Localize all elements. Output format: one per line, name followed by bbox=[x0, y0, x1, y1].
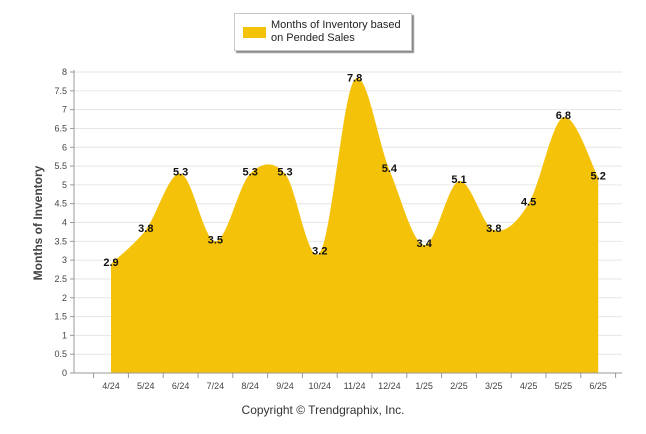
y-tick-label: 3.5 bbox=[54, 236, 67, 246]
data-label: 6.8 bbox=[556, 110, 571, 122]
x-tick-label: 6/25 bbox=[589, 381, 607, 391]
data-label: 3.8 bbox=[138, 223, 153, 235]
copyright-text: Copyright © Trendgraphix, Inc. bbox=[241, 403, 405, 417]
y-tick-label: 6.5 bbox=[54, 123, 67, 133]
data-label: 5.1 bbox=[451, 174, 466, 186]
y-tick-label: 6 bbox=[62, 142, 67, 152]
legend: Months of Inventory based on Pended Sale… bbox=[234, 13, 412, 51]
y-tick-label: 1 bbox=[62, 330, 67, 340]
x-tick-label: 10/24 bbox=[309, 381, 332, 391]
data-label: 5.3 bbox=[243, 167, 258, 179]
y-tick-label: 2.5 bbox=[54, 274, 67, 284]
x-tick-label: 5/24 bbox=[137, 381, 155, 391]
x-tick-label: 2/25 bbox=[450, 381, 468, 391]
y-tick-label: 0 bbox=[62, 368, 67, 378]
x-tick-label: 4/24 bbox=[102, 381, 120, 391]
y-tick-label: 3 bbox=[62, 255, 67, 265]
x-tick-label: 11/24 bbox=[344, 381, 366, 391]
legend-swatch bbox=[243, 27, 266, 38]
data-label: 4.5 bbox=[521, 197, 536, 209]
data-label: 3.2 bbox=[312, 246, 327, 258]
y-tick-label: 4.5 bbox=[54, 199, 67, 209]
x-axis-ticks: 4/24 5/24 6/24 7/24 8/24 9/24 10/24 11/24 12/24 1… bbox=[93, 373, 617, 391]
y-tick-label: 8 bbox=[62, 67, 67, 77]
x-tick-label: 8/24 bbox=[241, 381, 259, 391]
axes bbox=[73, 70, 622, 374]
x-tick-label: 7/24 bbox=[207, 381, 225, 391]
x-tick-label: 9/24 bbox=[276, 381, 294, 391]
data-label: 5.3 bbox=[277, 167, 292, 179]
data-label: 7.8 bbox=[347, 73, 362, 85]
y-tick-label: 7 bbox=[62, 105, 67, 115]
data-labels: 2.9 3.8 5.3 3.5 5.3 5.3 3.2 7.8 5.4 3.4 5.1 3.8 4.5 6… bbox=[103, 73, 605, 269]
x-tick-label: 3/25 bbox=[485, 381, 503, 391]
x-tick-label: 12/24 bbox=[378, 381, 401, 391]
x-tick-label: 6/24 bbox=[172, 381, 190, 391]
y-axis-ticks: 0 0.5 1 1.5 2 2.5 3 3.5 4 4.5 5 5.5 6 6.5 7 7.5 8 bbox=[54, 67, 74, 378]
area-fill bbox=[111, 77, 599, 373]
x-tick-label: 1/25 bbox=[415, 381, 433, 391]
data-label: 3.5 bbox=[208, 234, 223, 246]
y-tick-label: 5.5 bbox=[54, 161, 67, 171]
y-tick-label: 5 bbox=[62, 180, 67, 190]
data-label: 5.3 bbox=[173, 167, 188, 179]
y-tick-label: 2 bbox=[62, 293, 67, 303]
data-label: 2.9 bbox=[103, 257, 118, 269]
data-label: 5.4 bbox=[382, 163, 398, 175]
y-tick-label: 7.5 bbox=[54, 86, 67, 96]
y-axis-title: Months of Inventory bbox=[31, 165, 45, 280]
y-tick-label: 4 bbox=[62, 218, 67, 228]
x-tick-label: 5/25 bbox=[555, 381, 573, 391]
y-tick-label: 1.5 bbox=[54, 312, 67, 322]
data-label: 5.2 bbox=[591, 170, 606, 182]
data-label: 3.4 bbox=[417, 238, 433, 250]
legend-label: Months of Inventory based on Pended Sale… bbox=[271, 19, 401, 44]
area-series bbox=[111, 77, 599, 373]
x-tick-label: 4/25 bbox=[520, 381, 538, 391]
y-tick-label: 0.5 bbox=[54, 349, 67, 359]
data-label: 3.8 bbox=[486, 223, 501, 235]
